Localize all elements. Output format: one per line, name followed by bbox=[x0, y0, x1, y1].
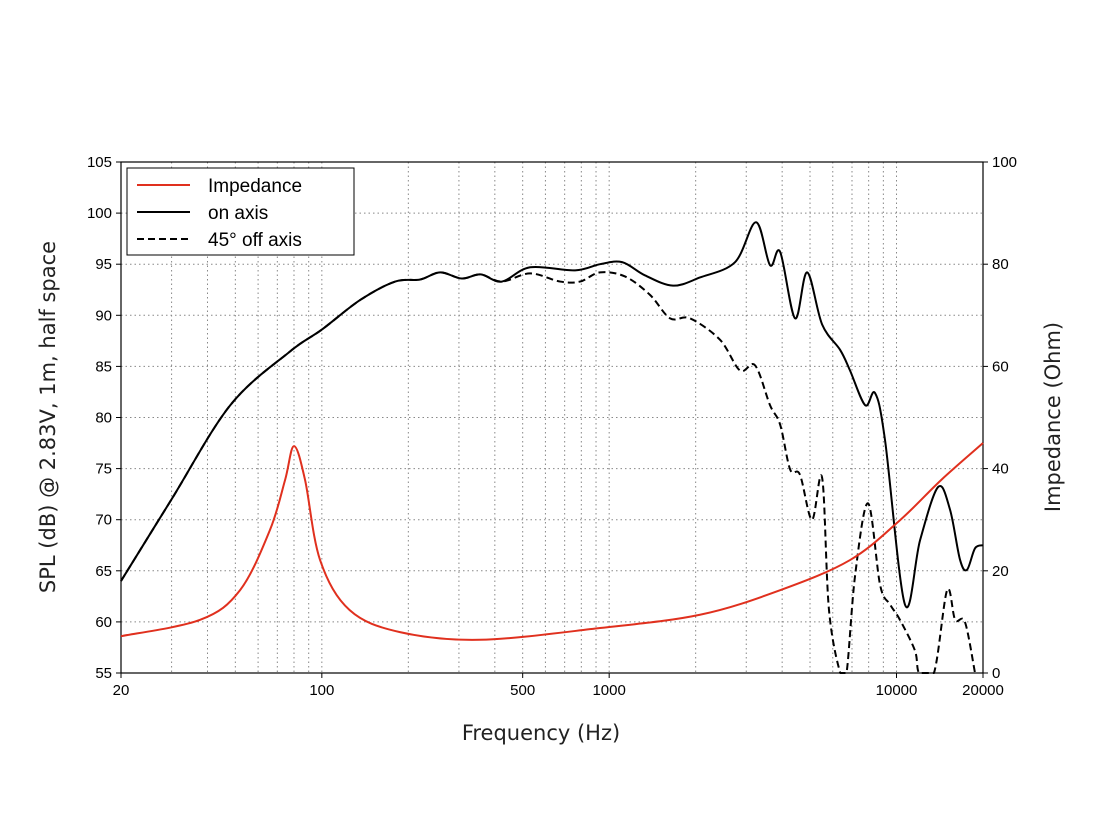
x-tick-label: 10000 bbox=[876, 682, 918, 699]
y-tick-label: 80 bbox=[95, 410, 112, 427]
y-tick-label: 75 bbox=[95, 461, 112, 478]
legend-label-impedance: Impedance bbox=[208, 176, 302, 197]
x-tick-label: 20 bbox=[113, 682, 130, 699]
y2-tick-label: 20 bbox=[992, 563, 1009, 580]
y-tick-label: 85 bbox=[95, 358, 112, 375]
x-axis-label: Frequency (Hz) bbox=[462, 721, 620, 745]
y-tick-label: 55 bbox=[95, 665, 112, 682]
y2-tick-labels: 0 20 40 60 80 100 bbox=[983, 154, 1017, 682]
y-tick-label: 60 bbox=[95, 614, 112, 631]
x-tick-label: 100 bbox=[309, 682, 334, 699]
y2-tick-label: 0 bbox=[992, 665, 1000, 682]
y-axis-label: SPL (dB) @ 2.83V, 1m, half space bbox=[36, 241, 60, 593]
y2-tick-label: 60 bbox=[992, 358, 1009, 375]
y2-tick-label: 40 bbox=[992, 461, 1009, 478]
x-tick-label: 500 bbox=[510, 682, 535, 699]
y-tick-label: 70 bbox=[95, 512, 112, 529]
series-line-45-off-axis bbox=[120, 271, 976, 674]
y-tick-labels: 55 60 65 70 75 80 85 90 95 100 105 bbox=[87, 154, 121, 682]
x-tick-label: 20000 bbox=[962, 682, 1004, 699]
y-tick-label: 90 bbox=[95, 307, 112, 324]
y-tick-label: 105 bbox=[87, 154, 112, 171]
y-tick-label: 65 bbox=[95, 563, 112, 580]
series-lines bbox=[120, 221, 984, 674]
y2-axis-label: Impedance (Ohm) bbox=[1041, 322, 1065, 512]
y-tick-label: 95 bbox=[95, 256, 112, 273]
legend-label-on-axis: on axis bbox=[208, 203, 268, 224]
y-tick-label: 100 bbox=[87, 205, 112, 222]
x-tick-labels: 20 100 500 1000 10000 20000 bbox=[113, 673, 1004, 699]
series-line-impedance bbox=[120, 442, 984, 641]
legend: Impedance on axis 45° off axis bbox=[126, 167, 355, 256]
x-tick-label: 1000 bbox=[592, 682, 625, 699]
y2-tick-label: 100 bbox=[992, 154, 1017, 171]
legend-label-off-axis: 45° off axis bbox=[208, 230, 302, 251]
series-line-on-axis bbox=[120, 221, 984, 609]
y2-tick-label: 80 bbox=[992, 256, 1009, 273]
